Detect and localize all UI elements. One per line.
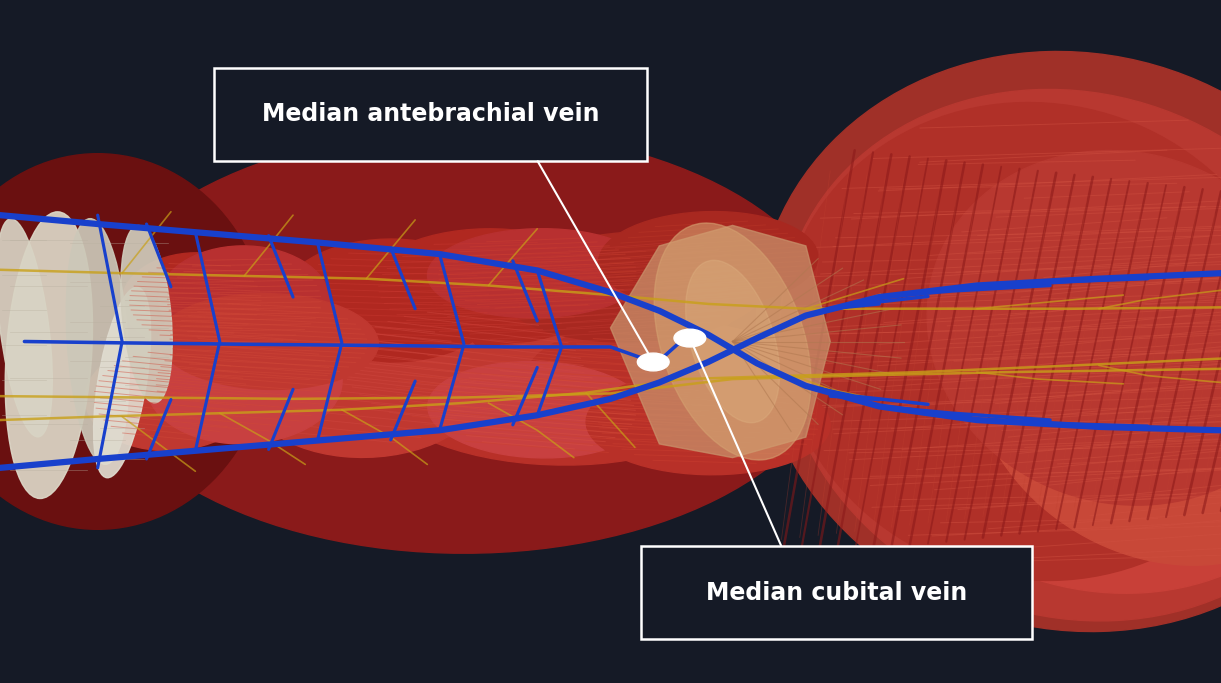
- Ellipse shape: [380, 327, 719, 465]
- Ellipse shape: [159, 294, 379, 389]
- FancyBboxPatch shape: [641, 546, 1032, 639]
- Ellipse shape: [427, 229, 647, 318]
- Ellipse shape: [147, 321, 342, 444]
- Ellipse shape: [159, 246, 330, 355]
- Text: Median cubital vein: Median cubital vein: [706, 581, 967, 604]
- Ellipse shape: [852, 171, 1221, 594]
- Ellipse shape: [0, 154, 269, 529]
- Ellipse shape: [525, 321, 818, 444]
- Ellipse shape: [330, 301, 598, 437]
- Ellipse shape: [756, 51, 1221, 632]
- Ellipse shape: [972, 227, 1221, 566]
- Ellipse shape: [654, 223, 811, 460]
- Ellipse shape: [121, 225, 172, 403]
- Ellipse shape: [244, 307, 488, 458]
- Text: Median antebrachial vein: Median antebrachial vein: [261, 102, 600, 126]
- Ellipse shape: [686, 260, 779, 423]
- Ellipse shape: [85, 130, 842, 553]
- Ellipse shape: [502, 232, 768, 342]
- Ellipse shape: [927, 150, 1221, 505]
- Ellipse shape: [586, 372, 830, 475]
- FancyBboxPatch shape: [214, 68, 647, 161]
- Circle shape: [674, 329, 706, 347]
- Ellipse shape: [427, 239, 745, 362]
- Polygon shape: [610, 225, 830, 458]
- Ellipse shape: [780, 89, 1221, 621]
- Ellipse shape: [781, 102, 1221, 581]
- Ellipse shape: [66, 219, 129, 464]
- Ellipse shape: [94, 288, 150, 477]
- Ellipse shape: [281, 239, 501, 362]
- Ellipse shape: [427, 362, 647, 458]
- Ellipse shape: [5, 212, 93, 499]
- Ellipse shape: [366, 229, 610, 345]
- Ellipse shape: [0, 219, 53, 437]
- Ellipse shape: [85, 342, 256, 451]
- Ellipse shape: [598, 212, 818, 307]
- Circle shape: [637, 353, 669, 371]
- Ellipse shape: [122, 253, 269, 348]
